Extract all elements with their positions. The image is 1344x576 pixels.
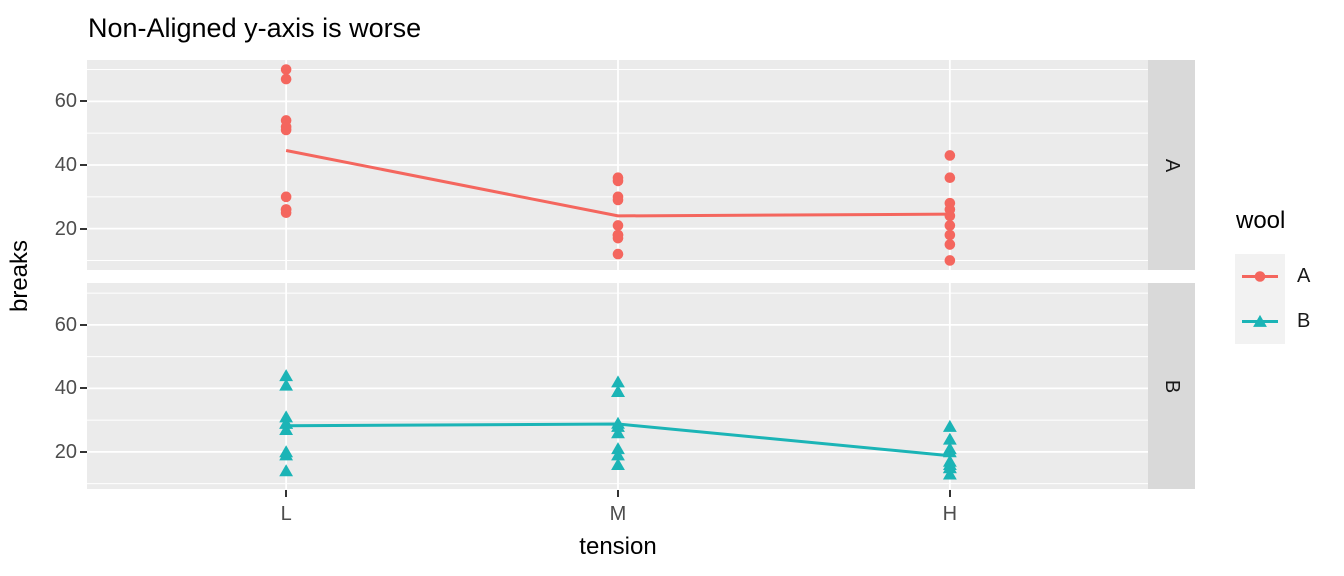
x-tick-mark (285, 490, 288, 497)
data-point-circle (612, 172, 624, 184)
plot-title: Non-Aligned y-axis is worse (88, 13, 422, 43)
data-point-circle (944, 172, 956, 184)
data-point-triangle (942, 467, 957, 480)
data-point-triangle (1253, 314, 1267, 327)
data-point-triangle (279, 464, 294, 477)
data-point-triangle (279, 423, 294, 436)
data-point-triangle (611, 384, 625, 397)
data-point-circle (280, 73, 292, 85)
data-point-triangle (279, 378, 294, 391)
data-point-triangle (279, 410, 294, 423)
data-point-circle (280, 204, 292, 215)
facet-panel-B (87, 283, 1149, 489)
y-axis-title-text: breaks (6, 239, 33, 313)
data-point-circle (944, 150, 956, 161)
data-point-triangle (611, 375, 625, 388)
x-tick-label-M: M (609, 503, 627, 525)
data-point-triangle (279, 445, 294, 458)
y-tick-label: 40 (54, 377, 77, 400)
legend-glyph-B (1242, 314, 1278, 327)
data-point-triangle (279, 416, 294, 429)
mean-line-A (285, 149, 950, 218)
y-tick-mark (80, 387, 87, 390)
data-point-circle (944, 255, 956, 266)
data-point-triangle (611, 442, 625, 455)
legend-key-A (1235, 254, 1285, 299)
x-tick-label-L: L (280, 503, 292, 525)
x-tick-mark (948, 490, 951, 497)
facet-strip-B: B (1148, 283, 1195, 489)
legend-title: wool (1236, 207, 1286, 234)
legend-glyph-A (1242, 271, 1278, 282)
data-point-circle (944, 239, 956, 250)
data-point-triangle (611, 448, 625, 461)
data-point-triangle (611, 457, 625, 470)
data-point-circle (612, 229, 624, 241)
data-point-circle (944, 220, 956, 231)
facet-panel-A (87, 60, 1149, 270)
y-tick-mark (80, 100, 87, 103)
data-point-triangle (942, 432, 957, 445)
data-point-circle (944, 204, 956, 215)
data-point-triangle (611, 426, 625, 439)
data-point-circle (612, 248, 624, 260)
y-tick-mark (80, 164, 87, 166)
y-tick-mark (80, 323, 87, 326)
facet-plot-svg (87, 60, 1149, 270)
legend-label-B: B (1297, 310, 1311, 332)
facet-plot-svg (87, 283, 1149, 489)
x-tick-mark (617, 490, 619, 497)
data-point-circle (280, 124, 292, 136)
legend-label-A: A (1297, 265, 1311, 287)
data-point-circle (612, 220, 624, 231)
y-tick-label: 60 (54, 313, 77, 336)
y-tick-mark (80, 450, 87, 453)
data-point-circle (944, 229, 956, 241)
x-axis-title: tension (579, 533, 657, 560)
y-tick-mark (80, 227, 87, 230)
data-point-circle (612, 191, 624, 203)
y-tick-label: 40 (54, 154, 77, 176)
facet-strip-A: A (1148, 60, 1195, 270)
y-tick-label: 60 (54, 90, 77, 113)
data-point-triangle (942, 419, 957, 432)
data-point-circle (280, 191, 292, 203)
data-point-circle (1254, 271, 1266, 282)
facet-strip-label: A (1161, 158, 1183, 172)
data-point-triangle (942, 442, 957, 455)
data-point-triangle (279, 369, 294, 382)
x-tick-label-H: H (942, 503, 958, 525)
y-tick-label: 20 (54, 217, 77, 240)
data-point-triangle (611, 416, 625, 429)
data-point-circle (280, 64, 292, 75)
legend-key-B (1235, 299, 1285, 344)
data-point-triangle (942, 457, 957, 470)
facet-strip-label: B (1161, 379, 1183, 393)
y-tick-label: 20 (54, 440, 77, 463)
